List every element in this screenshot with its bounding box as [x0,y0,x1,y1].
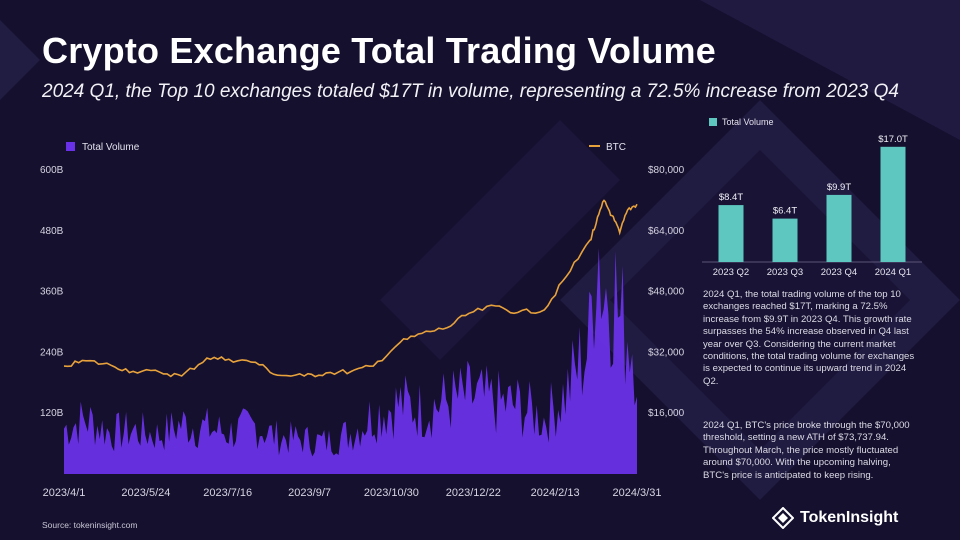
y-left-tick-label: 120B [40,408,64,419]
quarter-category-label: 2023 Q3 [767,267,803,278]
x-tick-label: 2024/3/31 [613,487,662,499]
x-tick-label: 2024/2/13 [531,487,580,499]
volume-area-series [64,248,637,474]
y-right-tick-label: $80,000 [648,165,685,176]
tokeninsight-icon [772,507,794,529]
legend-label-btc: BTC [606,142,626,153]
quarter-bar [718,205,744,262]
page-subtitle: 2024 Q1, the Top 10 exchanges totaled $1… [42,81,899,102]
x-tick-label: 2023/7/16 [203,487,252,499]
quarter-bar [772,218,798,262]
y-right-tick-label: $16,000 [648,408,685,419]
x-tick-label: 2023/5/24 [121,487,170,499]
legend-label-quarter: Total Volume [722,117,774,127]
x-tick-label: 2023/12/22 [446,487,501,499]
main-volume-btc-chart: 120B 240B 360B 480B 600B $16,000 $32,000 $48,00… [40,142,685,499]
y-left-tick-label: 240B [40,347,64,358]
btc-price-line [63,199,638,378]
quarter-category-label: 2024 Q1 [875,267,911,278]
quarter-bar-label: $17.0T [878,134,908,145]
quarter-category-label: 2023 Q2 [713,267,749,278]
x-tick-label: 2023/9/7 [288,487,331,499]
quarter-category-label: 2023 Q4 [821,267,857,278]
quarter-bar [826,194,852,262]
y-right-tick-label: $48,000 [648,287,685,298]
description-volume: 2024 Q1, the total trading volume of the… [703,289,915,387]
x-tick-label: 2023/4/1 [43,487,86,499]
y-left-tick-label: 360B [40,287,64,298]
legend-swatch-volume [66,142,75,151]
y-right-tick-label: $32,000 [648,347,685,358]
x-tick-label: 2023/10/30 [364,487,419,499]
y-right-tick-label: $64,000 [648,226,685,237]
quarterly-volume-chart: Total Volume $8.4T 2023 Q2 $6.4T 2023 Q3 $9.9… [702,117,922,278]
quarter-bar-label: $9.9T [827,182,851,193]
y-left-tick-label: 480B [40,226,64,237]
brand-logo: TokenInsight [772,507,898,529]
legend-label-volume: Total Volume [82,142,140,153]
y-left-tick-label: 600B [40,165,64,176]
quarter-bar [880,146,906,262]
quarter-bar-label: $8.4T [719,192,743,203]
brand-name: TokenInsight [800,509,899,526]
page-title: Crypto Exchange Total Trading Volume [42,30,716,71]
quarter-bar-label: $6.4T [773,206,797,217]
description-btc: 2024 Q1, BTC's price broke through the $… [703,420,910,481]
source-note: Source: tokeninsight.com [42,520,138,530]
legend-swatch-quarter [709,118,717,126]
